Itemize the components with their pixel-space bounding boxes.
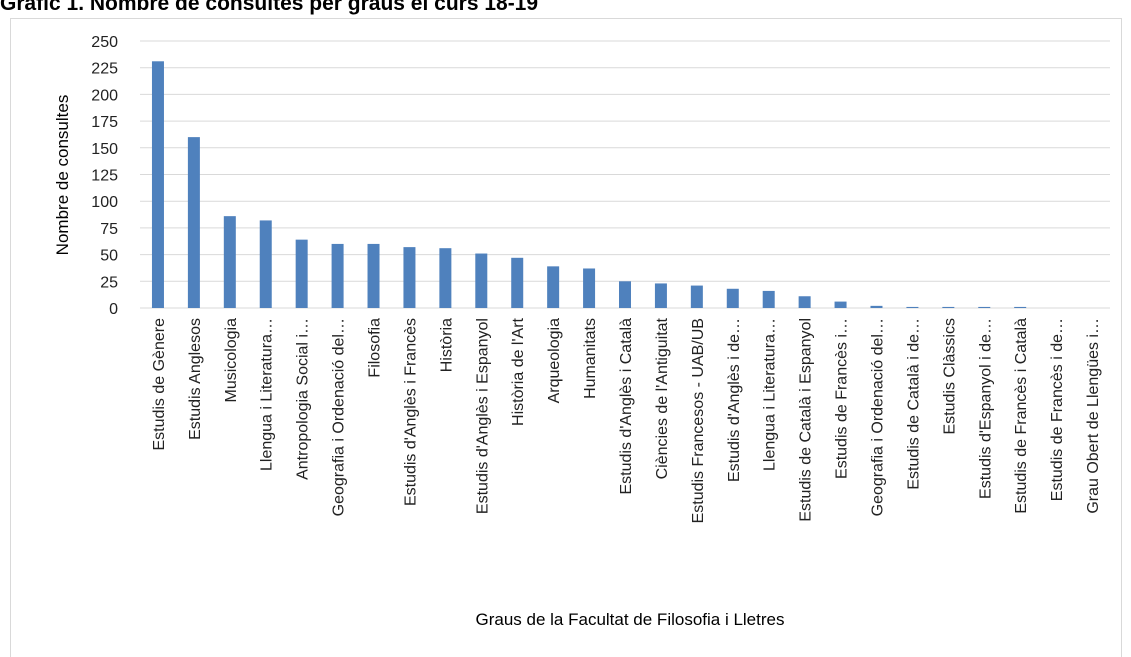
x-tick-label: Estudis d'Espanyol i de… — [977, 318, 994, 499]
bar — [439, 248, 452, 308]
bar — [978, 306, 991, 308]
x-tick-label: Estudis de Francès i… — [834, 318, 851, 479]
bar — [798, 296, 811, 308]
bar — [187, 137, 200, 308]
x-tick-label: Llengua i Literatura… — [762, 318, 779, 471]
x-tick-label: Història de l'Art — [510, 317, 527, 426]
x-tick-label: Llengua i Literatura… — [259, 318, 276, 471]
bar — [690, 285, 703, 308]
x-tick-label: Musicologia — [223, 318, 240, 403]
x-tick-label: Estudis Anglesos — [187, 318, 204, 440]
y-tick-label: 250 — [91, 34, 118, 51]
x-tick-label: Estudis d'Anglès i Català — [618, 318, 635, 495]
bar — [619, 281, 631, 308]
bar — [834, 301, 847, 308]
bar — [511, 257, 524, 308]
chart-border — [10, 18, 1122, 657]
bar — [259, 220, 272, 308]
y-tick-label: 0 — [109, 301, 118, 318]
x-tick-label: Estudis d'Anglès i Espanyol — [474, 318, 491, 514]
x-tick-label: Estudis Clàssics — [941, 318, 958, 434]
x-axis-title: Graus de la Facultat de Filosofia i Llet… — [476, 610, 785, 629]
x-tick-label: Estudis de Francès i de… — [1049, 318, 1066, 501]
x-tick-label: Estudis de Català i de… — [905, 318, 922, 490]
x-tick-label: Ciències de l'Antiguitat — [654, 317, 671, 479]
bar — [367, 243, 380, 308]
x-tick-label: Història — [438, 318, 455, 372]
bar — [654, 283, 667, 308]
x-tick-label: Estudis d'Anglès i de… — [726, 318, 743, 482]
x-tick-label: Arqueologia — [546, 318, 563, 404]
y-tick-label: 200 — [91, 87, 118, 104]
x-tick-label: Grau Obert de Llengües i… — [1085, 318, 1102, 514]
bar — [295, 239, 308, 308]
x-tick-label: Humanitats — [582, 318, 599, 399]
x-tick-label: Estudis de Català i Espanyol — [798, 318, 815, 522]
bar — [547, 266, 560, 308]
x-tick-label: Estudis de Francès i Català — [1013, 318, 1030, 514]
y-tick-label: 125 — [91, 168, 118, 185]
bar — [726, 288, 739, 308]
y-tick-label: 175 — [91, 114, 118, 131]
x-tick-label: Filosofia — [367, 318, 384, 378]
bar — [151, 61, 164, 309]
x-tick-label: Geografia i Ordenació del… — [869, 318, 886, 516]
y-tick-label: 50 — [100, 248, 118, 265]
bar — [475, 253, 488, 308]
bar — [762, 290, 775, 308]
y-tick-label: 225 — [91, 61, 118, 78]
bar — [906, 306, 919, 308]
bar — [870, 305, 883, 308]
bar — [583, 268, 596, 308]
y-tick-label: 150 — [91, 141, 118, 158]
bar — [331, 243, 344, 308]
chart-title: Gràfic 1. Nombre de consultes per graus … — [0, 0, 538, 15]
y-axis-title: Nombre de consultes — [53, 95, 72, 256]
bar — [403, 247, 416, 308]
bar — [942, 306, 955, 308]
x-tick-label: Estudis Francesos - UAB/UB — [690, 318, 707, 523]
x-tick-label: Estudis de Gènere — [151, 318, 168, 451]
bar — [1014, 306, 1027, 308]
x-tick-label: Antropologia Social i… — [295, 318, 312, 480]
x-tick-label: Geografia i Ordenació del… — [331, 318, 348, 516]
y-tick-label: 100 — [91, 194, 118, 211]
y-tick-label: 75 — [100, 221, 118, 238]
y-tick-label: 25 — [100, 274, 118, 291]
bar — [223, 216, 236, 308]
x-tick-label: Estudis d'Anglès i Francès — [402, 318, 419, 506]
